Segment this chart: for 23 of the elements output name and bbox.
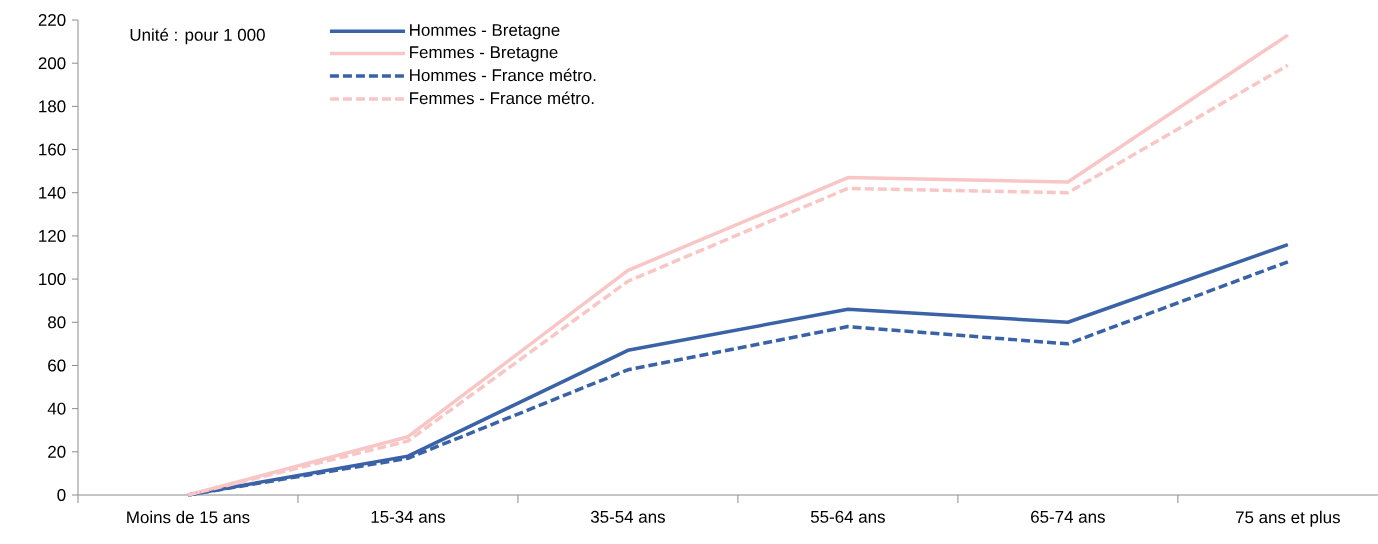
y-tick-label: 80 <box>48 316 66 329</box>
y-tick-label: 0 <box>57 489 66 501</box>
x-tick-label: 65-74 ans <box>1031 510 1105 523</box>
y-tick-label: 100 <box>39 273 66 286</box>
y-tick-label: 180 <box>39 100 66 113</box>
y-tick-label: 120 <box>39 229 66 242</box>
y-tick-label: 40 <box>47 402 66 415</box>
x-tick-label: Moins de 15 ans <box>127 510 250 524</box>
y-tick-label: 200 <box>38 57 66 70</box>
y-tick-label: 140 <box>39 186 66 199</box>
x-tick-label: 75 ans et plus <box>1236 510 1340 527</box>
legend-label: Hommes - France métro. <box>410 68 596 82</box>
y-tick-label: 160 <box>39 143 66 156</box>
y-tick-label: 220 <box>38 14 66 26</box>
legend-label: Femmes - France métro. <box>410 91 594 105</box>
annotation: Unité : pour 1 000 <box>130 28 265 45</box>
x-tick-label: 35-54 ans <box>590 510 665 523</box>
y-tick-label: 20 <box>48 445 66 458</box>
x-tick-label: 15-34 ans <box>371 510 445 523</box>
x-tick-label: 55-64 ans <box>810 510 885 523</box>
y-tick-label: 60 <box>48 359 66 372</box>
legend-label: Hommes - Bretagne <box>410 24 560 40</box>
legend-label: Femmes - Bretagne <box>410 46 558 62</box>
